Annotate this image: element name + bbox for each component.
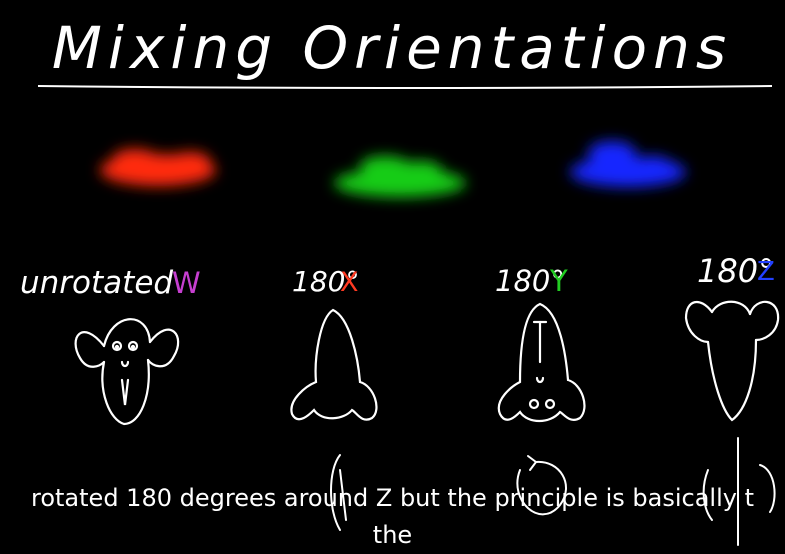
- red-blob: [100, 149, 216, 186]
- green-blob: [334, 156, 466, 197]
- monkey-face-unrotated: [74, 318, 180, 426]
- z-rotation-sketch: [702, 437, 776, 546]
- unrotated-label: unrotated: [20, 265, 173, 301]
- page-title: Mixing Orientations: [52, 14, 732, 82]
- x-axis-label: X: [340, 267, 359, 298]
- z-degree-label: 180°: [697, 252, 774, 290]
- monkey-face-180-x: [290, 308, 378, 421]
- subtitle-line-1: rotated 180 degrees around Z but the pri…: [31, 484, 754, 512]
- x-rotation-sketch: [330, 454, 347, 531]
- x-degree-label: 180°: [292, 265, 359, 298]
- monkey-face-180-z: [684, 300, 780, 422]
- monkey-face-180-y: [497, 302, 586, 423]
- subtitle-line-2: the: [372, 521, 413, 549]
- y-degree-label: 180°: [495, 264, 565, 298]
- title-underline: [37, 85, 773, 89]
- y-axis-label: Y: [549, 264, 568, 298]
- z-axis-label: Z: [757, 257, 775, 287]
- blue-blob: [570, 141, 686, 187]
- w-axis-label: W: [172, 266, 201, 300]
- y-rotation-sketch: [516, 455, 567, 516]
